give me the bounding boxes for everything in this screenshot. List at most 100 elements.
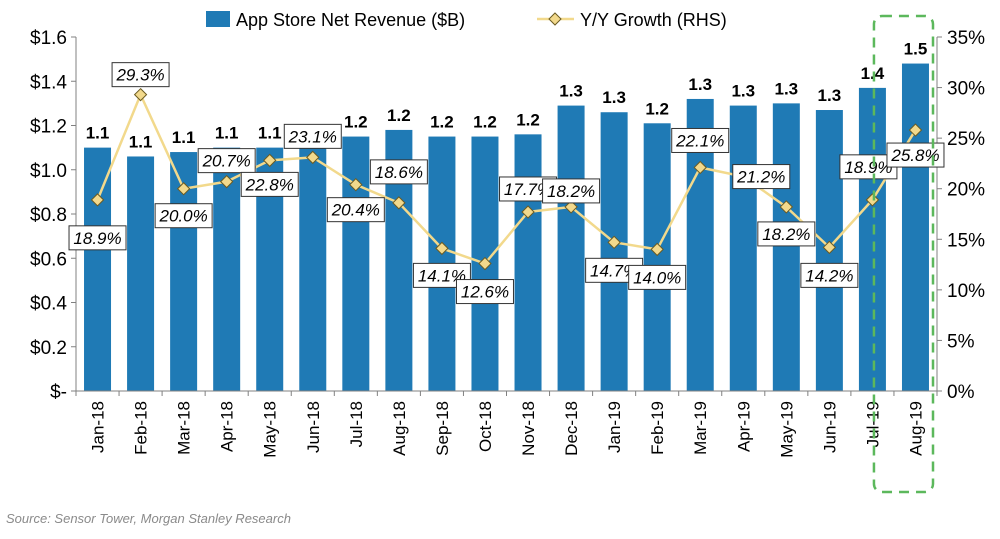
growth-marker — [176, 182, 191, 196]
growth-label-box — [757, 221, 816, 247]
growth-marker — [219, 174, 234, 189]
bar-value-label: 1.2 — [473, 113, 497, 132]
y-left-tick-label: $1.4 — [30, 72, 67, 93]
bar — [342, 136, 370, 391]
legend-bar-label: App Store Net Revenue ($B) — [236, 10, 465, 30]
bar-value-label: 1.3 — [559, 82, 583, 101]
y-left-tick-label: $0.8 — [30, 205, 67, 226]
axes-group: $- $0.2 $0.4 $0.6 $0.8 $1.0 $1.2 $1.4 $1.6 0% 5% 10… — [30, 28, 985, 458]
y-right-tick-label: 5% — [947, 331, 975, 352]
x-tick-label: Oct-18 — [476, 401, 495, 452]
growth-value-label: 14.1% — [418, 266, 466, 285]
growth-marker — [564, 200, 578, 214]
bar-value-label: 1.1 — [86, 124, 110, 143]
x-tick-label: Feb-19 — [648, 401, 667, 455]
growth-value-label: 25.8% — [890, 146, 939, 165]
bar-value-label: 1.4 — [861, 64, 885, 83]
growth-marker — [478, 256, 492, 271]
growth-line — [96, 91, 917, 266]
x-tick-label: Jun-18 — [304, 401, 323, 453]
growth-value-label: 29.3% — [115, 66, 164, 85]
growth-label-box — [886, 142, 945, 168]
growth-marker — [306, 150, 320, 165]
bar-value-label: 1.1 — [215, 124, 239, 143]
bar — [858, 87, 886, 391]
x-tick-label: Jan-18 — [89, 401, 108, 453]
highlight-box — [872, 14, 935, 494]
bar-value-label: 1.5 — [904, 40, 928, 59]
growth-value-label: 23.1% — [288, 127, 337, 146]
legend-bar-swatch — [206, 11, 230, 27]
bar-value-label: 1.2 — [645, 99, 669, 118]
bar-value-label: 1.3 — [602, 88, 626, 107]
legend: App Store Net Revenue ($B) Y/Y Growth (RH… — [206, 10, 727, 30]
bar-value-label: 1.3 — [731, 82, 755, 101]
growth-label-box — [240, 171, 299, 197]
growth-marker — [693, 160, 707, 175]
growth-value-label: 18.9% — [844, 158, 892, 177]
growth-value-label: 14.0% — [633, 268, 681, 287]
bar-value-label: 1.2 — [387, 106, 411, 125]
bar-value-label: 1.1 — [258, 124, 282, 143]
y-right-tick-label: 10% — [947, 281, 985, 302]
bar — [557, 105, 585, 392]
bar-value-label: 1.2 — [430, 113, 454, 132]
growth-marker — [435, 241, 449, 256]
growth-label-box — [542, 178, 601, 204]
growth-value-label: 18.6% — [375, 163, 423, 182]
growth-value-label: 12.6% — [461, 283, 509, 302]
growth-value-label: 14.2% — [805, 266, 853, 285]
growth-value-label: 20.7% — [202, 152, 251, 171]
growth-value-label: 21.2% — [736, 168, 785, 187]
x-tick-label: May-19 — [777, 401, 796, 458]
growth-label-box — [154, 203, 213, 229]
growth-label-box — [197, 148, 256, 174]
x-tick-label: Jul-19 — [863, 401, 882, 447]
y-right-tick-label: 20% — [947, 180, 985, 201]
growth-marker — [521, 205, 535, 219]
y-left-tick-label: $0.2 — [30, 338, 67, 359]
bar-value-label: 1.3 — [775, 79, 799, 98]
y-right-tick-label: 30% — [947, 79, 985, 100]
growth-value-label: 18.2% — [547, 182, 595, 201]
growth-value-label: 17.7% — [504, 180, 552, 199]
bar — [772, 103, 800, 391]
x-tick-label: Aug-19 — [906, 401, 925, 456]
x-tick-label: Nov-18 — [519, 401, 538, 456]
x-tick-label: Apr-19 — [734, 401, 753, 452]
bar-value-label: 1.1 — [172, 128, 196, 147]
growth-label-box — [732, 164, 791, 190]
growth-marker — [607, 235, 621, 250]
growth-value-label: 20.4% — [331, 201, 380, 220]
legend-line-label: Y/Y Growth (RHS) — [580, 10, 727, 30]
y-right-tick-label: 35% — [947, 28, 985, 49]
y-right-tick-label: 15% — [947, 230, 985, 251]
x-tick-label: Jan-19 — [605, 401, 624, 453]
bar-value-label: 1.3 — [818, 86, 842, 105]
legend-line-marker — [548, 12, 562, 26]
growth-value-label: 18.2% — [762, 225, 810, 244]
growth-marker — [133, 87, 148, 102]
growth-label-box — [455, 279, 514, 305]
x-tick-label: May-18 — [261, 401, 280, 458]
bar — [514, 134, 542, 391]
growth-value-label: 22.8% — [245, 175, 294, 194]
bar-value-label: 1.2 — [516, 110, 540, 129]
growth-marker — [263, 153, 277, 168]
y-right-tick-label: 0% — [947, 382, 975, 403]
growth-marker — [90, 193, 105, 207]
x-tick-label: Mar-18 — [175, 401, 194, 455]
bar — [643, 123, 671, 391]
bar — [84, 147, 112, 391]
growth-label-box — [800, 262, 859, 288]
bar-value-label: 1.2 — [344, 113, 368, 132]
x-tick-label: Dec-18 — [562, 401, 581, 456]
source-note: Source: Sensor Tower, Morgan Stanley Res… — [6, 511, 291, 526]
bar — [299, 145, 327, 391]
growth-marker — [822, 240, 837, 255]
bar — [729, 105, 757, 392]
bar — [127, 156, 155, 391]
x-tick-label: Aug-18 — [390, 401, 409, 456]
growth-marker — [779, 200, 794, 214]
